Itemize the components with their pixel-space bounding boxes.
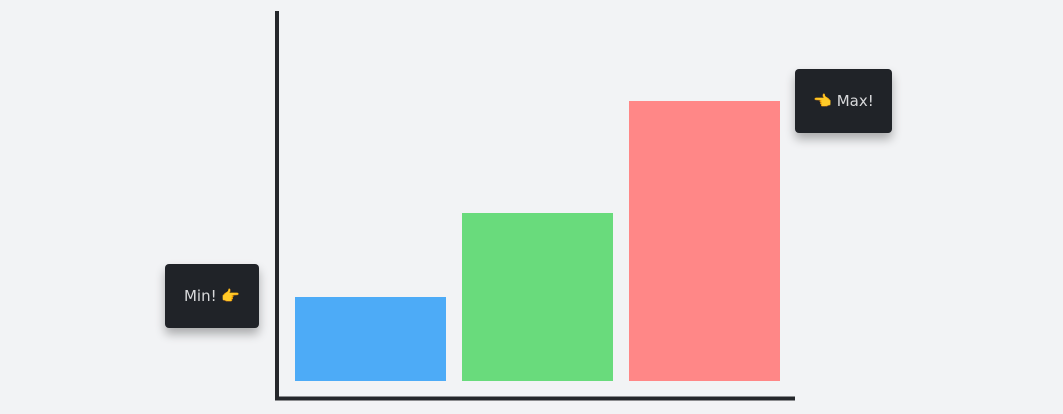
max-annotation: 👈 Max!: [795, 69, 892, 133]
min-annotation: Min! 👉: [165, 264, 259, 328]
bar-3: [629, 101, 780, 381]
max-label: 👈 Max!: [813, 92, 874, 110]
bar-1: [295, 297, 446, 381]
min-label: Min! 👉: [183, 287, 241, 305]
bar-2: [462, 213, 613, 381]
